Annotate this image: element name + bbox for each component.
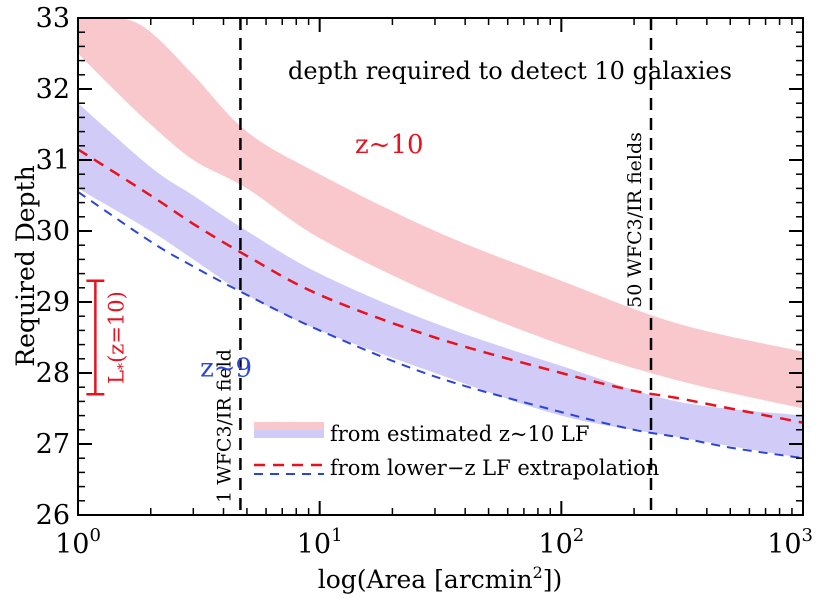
extrapolation-lines [78,148,803,460]
band-z9 [78,103,803,459]
legend: from estimated z~10 LF from lower−z LF e… [254,422,659,480]
x-tick-label: 103 [767,525,813,560]
y-tick-label: 30 [36,216,70,247]
lstar-label-main: L [104,370,128,384]
legend-band-label: from estimated z~10 LF [330,422,589,446]
axis-ticks: 26 27 28 29 30 31 32 33 100 101 102 103 [36,3,813,560]
field-size-lines: 1 WFC3/IR field 50 WFC3/IR fields [213,18,653,515]
legend-line-label: from lower−z LF extrapolation [330,456,659,480]
x-tick-label: 100 [55,525,101,560]
x-axis-label-end: ]) [543,565,563,594]
y-tick-label: 27 [36,429,70,460]
legend-band-swatch-blue [254,430,324,438]
y-tick-label: 32 [36,74,70,105]
series-line-z10 [78,148,803,424]
legend-band-swatch-pink [254,422,324,430]
x-axis-label-main: log(Area [arcmin [318,565,533,594]
y-tick-label: 29 [36,287,70,318]
x-axis-label: log(Area [arcmin2]) [318,563,563,594]
band-z10 [78,18,803,409]
z10-band-label: z~10 [355,130,424,160]
x-axis-label-sup: 2 [533,563,543,582]
x-tick-label: 101 [297,525,343,560]
y-axis-label: Required Depth [11,165,40,366]
plot-frame [77,17,804,516]
lstar-label-sub: * [115,363,131,370]
x-tick-label: 102 [538,525,584,560]
chart-title: depth required to detect 10 galaxies [288,57,732,85]
lstar-label: L*(z=10) [104,291,131,384]
series-line-z9 [78,191,803,460]
lstar-label-tail: (z=10) [104,291,128,363]
vline-label-fifty-fields: 50 WFC3/IR fields [624,132,646,308]
z9-band-label: z~9 [200,354,252,384]
y-tick-label: 26 [36,500,70,531]
y-tick-label: 28 [36,358,70,389]
confidence-bands [78,18,803,459]
y-tick-label: 33 [36,3,70,34]
y-tick-label: 31 [36,145,70,176]
lstar-marker: L*(z=10) [86,279,131,396]
vline-label-one-field: 1 WFC3/IR field [213,349,235,503]
